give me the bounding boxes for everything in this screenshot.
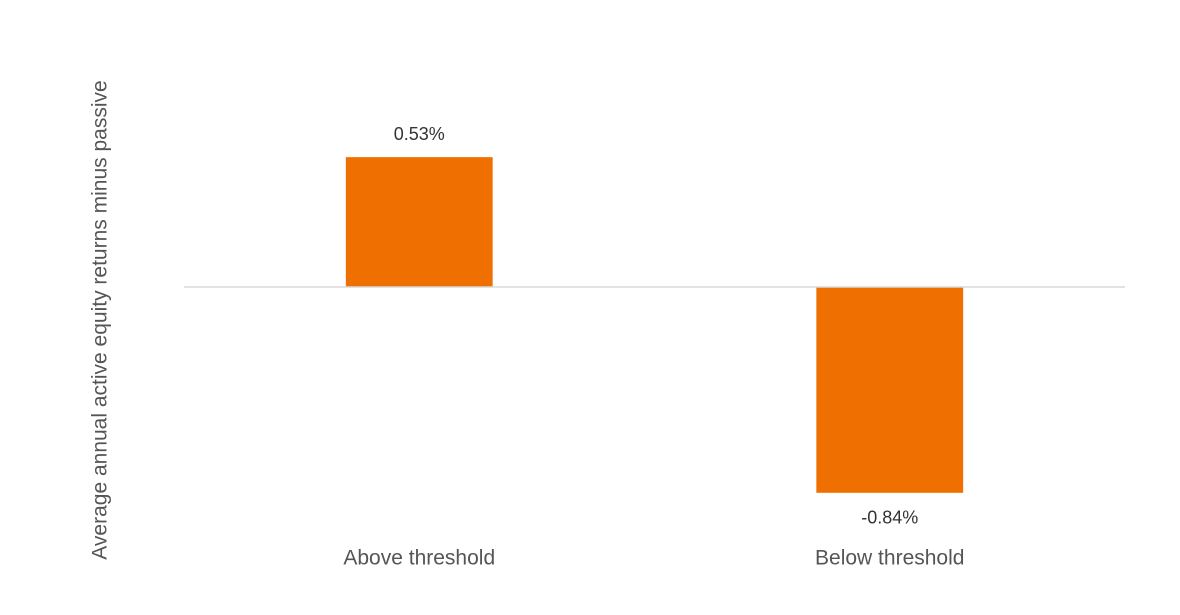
x-tick-label: Above threshold xyxy=(343,547,495,570)
x-tick-label: Below threshold xyxy=(815,547,964,570)
data-label: 0.53% xyxy=(394,124,445,144)
bar xyxy=(816,287,964,493)
data-label: -0.84% xyxy=(861,508,918,528)
y-axis-label: Average annual active equity returns min… xyxy=(88,80,112,560)
bar xyxy=(345,157,493,287)
